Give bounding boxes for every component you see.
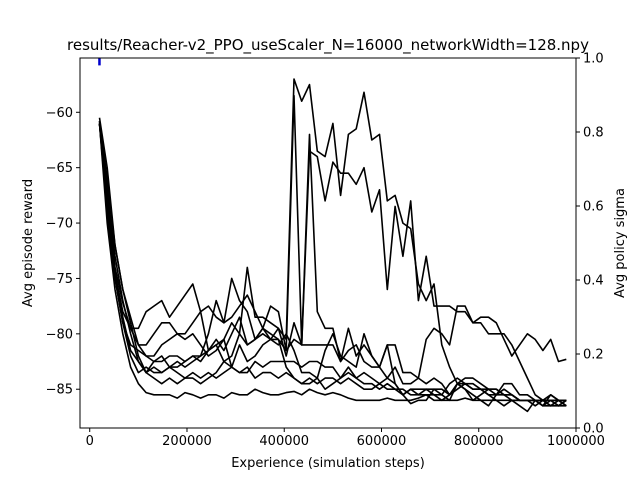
y2-tick-label-3: 0.6 (583, 200, 604, 215)
y-tick-label-4: −80 (46, 327, 73, 342)
x-tick-label-5: 1000000 (547, 434, 605, 449)
reward-line-9 (98, 123, 567, 413)
x-axis-label: Experience (simulation steps) (231, 456, 425, 471)
y-axis-label: Avg episode reward (21, 179, 36, 307)
x-tick-label-4: 800000 (454, 434, 504, 449)
x-tick-label-2: 400000 (259, 434, 309, 449)
reward-line-4 (98, 123, 567, 407)
y-tick-label-2: −70 (46, 217, 73, 232)
y-tick-label-1: −65 (46, 161, 73, 176)
y-tick-label-0: −60 (46, 106, 73, 121)
y2-axis-label: Avg policy sigma (613, 188, 628, 298)
y2-tick-label-1: 0.2 (583, 348, 604, 363)
x-tick-label-3: 600000 (357, 434, 407, 449)
reward-line-6 (98, 123, 567, 407)
ticks-group: 0 200000 400000 600000 800000 1000000 −60 −65 −7… (46, 52, 605, 450)
plot-frame (79, 57, 577, 429)
reward-line-7 (98, 123, 567, 402)
chart-title: results/Reacher-v2_PPO_useScaler_N=16000… (67, 36, 589, 55)
x-tick-label-0: 0 (86, 434, 94, 449)
y-tick-label-5: −85 (46, 383, 73, 398)
y2-tick-label-5: 1.0 (583, 52, 604, 67)
y2-tick-label-0: 0.0 (583, 422, 604, 437)
series-group (98, 78, 567, 413)
y2-tick-label-2: 0.4 (583, 274, 604, 289)
y-tick-label-3: −75 (46, 272, 73, 287)
reward-line-8 (98, 123, 567, 407)
reward-line-3 (98, 117, 567, 374)
y2-tick-label-4: 0.8 (583, 126, 604, 141)
x-tick-label-1: 200000 (162, 434, 212, 449)
